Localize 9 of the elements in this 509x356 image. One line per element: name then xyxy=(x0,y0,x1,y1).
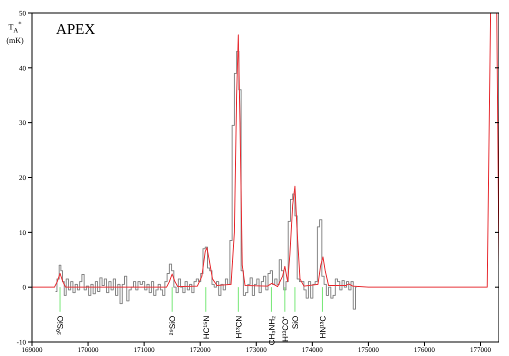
annotation: CH₃NH₂ xyxy=(267,316,276,346)
annotation: H¹³CN xyxy=(234,316,244,338)
annotation: HC¹⁵N xyxy=(202,316,211,340)
annotation: ²⁹SiO xyxy=(168,316,178,336)
text: APEX xyxy=(56,22,96,39)
annotation: H¹³CO⁺ xyxy=(280,316,290,342)
annotation: ³⁰SiO xyxy=(56,316,66,335)
annotation: HN¹³C xyxy=(318,316,328,338)
annotation: SiO xyxy=(290,316,300,330)
